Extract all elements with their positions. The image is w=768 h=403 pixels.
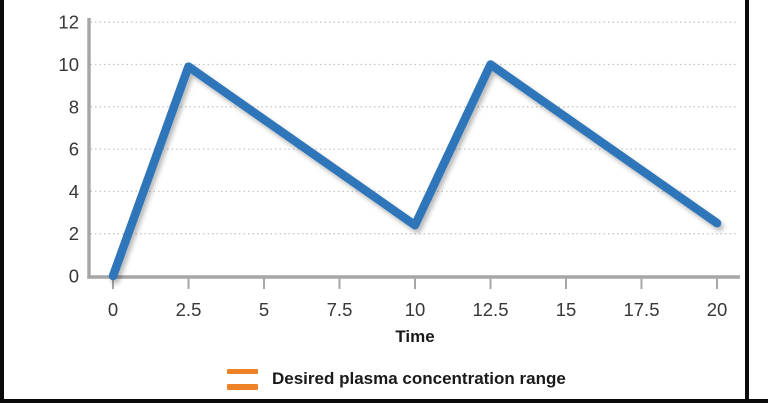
y-tick-label: 0: [69, 266, 79, 287]
tick-labels-layer: 0 2.5 5 7.5 10 12.5 15 17.5 20 0 2 4 6 8 10 12: [58, 12, 727, 320]
x-tick-label: 15: [556, 299, 577, 320]
x-tick-label: 0: [108, 299, 118, 320]
x-axis-title: Time: [395, 327, 435, 346]
x-tick-label: 7.5: [327, 299, 353, 320]
legend-label: Desired plasma concentration range: [272, 369, 566, 388]
y-tick-label: 12: [58, 12, 79, 33]
y-tick-label: 10: [58, 54, 79, 75]
frame-border-left: [0, 0, 4, 403]
x-tick-label: 12.5: [472, 299, 508, 320]
range-legend-marker: [227, 368, 258, 390]
concentration-series-line: [108, 60, 722, 281]
axes-layer: [87, 18, 740, 289]
frame-border-bottom: [0, 399, 768, 403]
series-layer: [108, 60, 722, 281]
legend-upper-line-icon: [227, 368, 258, 374]
x-tick-label: 17.5: [623, 299, 659, 320]
x-tick-label: 2.5: [176, 299, 202, 320]
x-tick-label: 5: [259, 299, 269, 320]
legend: Desired plasma concentration range: [227, 362, 566, 396]
frame-border-right: [745, 0, 749, 403]
gridlines-layer: [90, 21, 737, 235]
x-tick-label: 10: [405, 299, 426, 320]
y-tick-label: 4: [69, 181, 79, 202]
y-tick-label: 2: [69, 223, 79, 244]
y-tick-label: 6: [69, 139, 79, 160]
reference-lines-layer: [115, 104, 719, 197]
y-tick-label: 8: [69, 96, 79, 117]
x-tick-label: 20: [707, 299, 728, 320]
legend-lower-line-icon: [227, 384, 258, 390]
